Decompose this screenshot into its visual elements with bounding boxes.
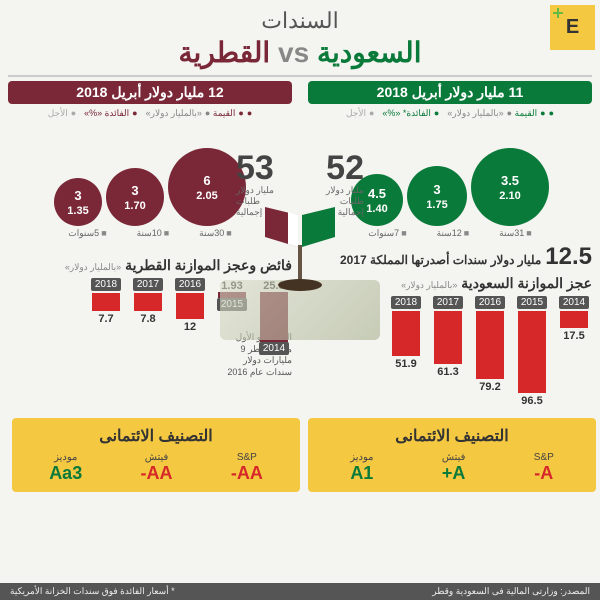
qatar-bond-header: 12 مليار دولار أبريل 2018 <box>8 81 292 104</box>
rating-item: S&PAA- <box>231 452 263 484</box>
qatar-budget-title: فائض وعجز الموازنة القطرية «بالمليار دول… <box>8 257 292 274</box>
rating-item: فيتشA+ <box>442 452 466 484</box>
saudi-rating-title: التصنيف الائتمانى <box>316 426 588 446</box>
legend-rate: الفائدة* «%» <box>382 108 439 119</box>
legend-value: القيمة «بالمليار دولار» <box>146 108 253 119</box>
saudi-bond-header: 11 مليار دولار أبريل 2018 <box>308 81 592 104</box>
legend-term: الأجل <box>48 108 76 119</box>
qatar-summary: 53 مليار دولار طلبات إجمالية <box>236 151 286 217</box>
bond-bubble: 62.05 <box>168 148 246 226</box>
ratings-row: التصنيف الائتمانى S&PA- فيتشA+ موديزA1 الت… <box>0 414 600 496</box>
qatar-rating-title: التصنيف الائتمانى <box>20 426 292 446</box>
saudi-summary-txt: مليار دولار طلبات إجمالية <box>314 185 364 217</box>
footer-note: * أسعار الفائدة فوق سندات الخزانة الأمري… <box>10 586 175 597</box>
rating-item: موديزA1 <box>350 452 373 484</box>
qatar-rating-block: التصنيف الائتمانى S&PAA- فيتشAA- موديزAa3 <box>12 418 300 492</box>
saudi-bubbles: 52 مليار دولار طلبات إجمالية 3.52.1031.7… <box>308 121 592 226</box>
saudi-extra-txt: مليار دولار سندات أصدرتها المملكة 2017 <box>340 253 541 267</box>
saudi-rating-block: التصنيف الائتمانى S&PA- فيتشA+ موديزA1 <box>308 418 596 492</box>
term-label: 10سنة <box>137 228 170 239</box>
subtitle-vs: vs <box>278 37 309 68</box>
bar-column: 201612 <box>172 278 208 333</box>
saudi-ratings: S&PA- فيتشA+ موديزA1 <box>316 452 588 484</box>
saudi-extra-num: 12.5 <box>545 243 592 271</box>
rating-item: فيتشAA- <box>141 452 173 484</box>
legend-rate: الفائدة «%» <box>84 108 137 119</box>
subtitle: السعودية vs القطرية <box>0 36 600 75</box>
qatar-terms: 30سنة 10سنة 5سنوات <box>8 228 292 239</box>
saudi-legend: القيمة «بالمليار دولار» الفائدة* «%» الأ… <box>308 108 592 119</box>
brand-logo: E <box>550 5 595 50</box>
qatar-legend: القيمة «بالمليار دولار» الفائدة «%» الأج… <box>8 108 292 119</box>
subtitle-saudi: السعودية <box>317 37 422 68</box>
legend-value: القيمة «بالمليار دولار» <box>447 108 554 119</box>
bond-comparison: 11 مليار دولار أبريل 2018 القيمة «بالملي… <box>0 77 600 414</box>
saudi-column: 11 مليار دولار أبريل 2018 القيمة «بالملي… <box>300 77 600 414</box>
bond-bubble: 31.70 <box>106 168 164 226</box>
rating-item: موديزAa3 <box>49 452 82 484</box>
subtitle-qatari: القطرية <box>179 37 271 68</box>
term-label: 30سنة <box>199 228 232 239</box>
footer: المصدر: وزارتى المالية فى السعودية وقطر … <box>0 583 600 600</box>
bar-column: 201417.5 <box>556 296 592 342</box>
qatar-column: 12 مليار دولار أبريل 2018 القيمة «بالملي… <box>0 77 300 414</box>
bar-column: 20187.7 <box>88 278 124 325</box>
saudi-extra-stat: 12.5 مليار دولار سندات أصدرتها المملكة 2… <box>308 243 592 271</box>
footer-source: المصدر: وزارتى المالية فى السعودية وقطر <box>432 586 590 597</box>
bar-column: 201761.3 <box>430 296 466 378</box>
term-label: 31سنة <box>499 228 532 239</box>
qatar-ratings: S&PAA- فيتشAA- موديزAa3 <box>20 452 292 484</box>
qatar-summary-txt: مليار دولار طلبات إجمالية <box>236 185 286 217</box>
bar-column: 20177.8 <box>130 278 166 325</box>
saudi-terms: 31سنة 12سنة 7سنوات <box>308 228 592 239</box>
rating-item: S&PA- <box>534 452 554 484</box>
term-label: 7سنوات <box>368 228 406 239</box>
bond-bubble: 3.52.10 <box>471 148 549 226</box>
main-title: السندات <box>0 0 600 36</box>
qatar-bubbles: 53 مليار دولار طلبات إجمالية 62.0531.703… <box>8 121 292 226</box>
bond-bubble: 31.35 <box>54 178 102 226</box>
legend-term: الأجل <box>346 108 374 119</box>
bar-column: 201596.5 <box>514 296 550 407</box>
term-label: 5سنوات <box>68 228 106 239</box>
money-decoration <box>220 280 380 340</box>
qatar-summary-num: 53 <box>236 151 286 185</box>
bond-bubble: 31.75 <box>407 166 467 226</box>
term-label: 12سنة <box>437 228 470 239</box>
saudi-summary: 52 مليار دولار طلبات إجمالية <box>314 151 364 217</box>
saudi-summary-num: 52 <box>314 151 364 185</box>
bar-column: 201851.9 <box>388 296 424 370</box>
bar-column: 201679.2 <box>472 296 508 393</box>
